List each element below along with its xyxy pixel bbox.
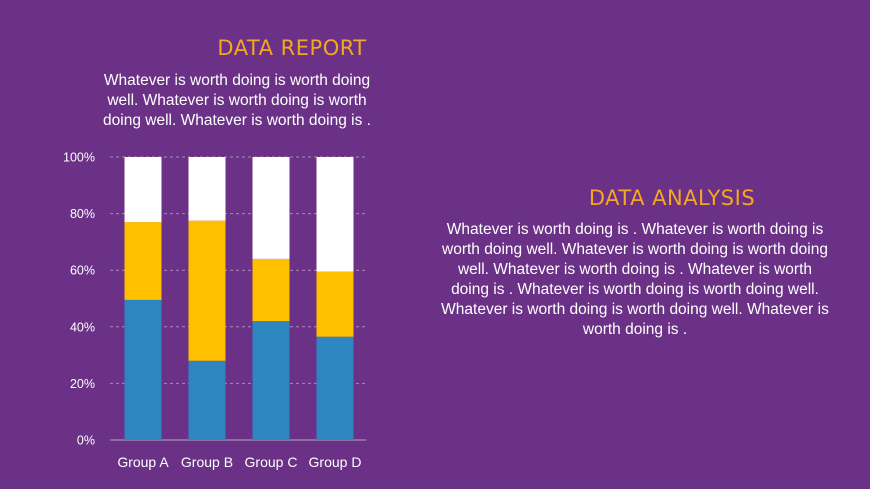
y-tick-label: 40% (70, 320, 95, 334)
y-tick-labels: 0% 20% 40% 60% 80% 100% (63, 151, 95, 448)
y-tick-label: 100% (63, 151, 95, 165)
bar-segment-group-a-series-1 (124, 222, 162, 300)
y-tick-label: 60% (70, 264, 95, 278)
analysis-title: DATA ANALYSIS (588, 186, 756, 210)
bar-segment-group-b-series-0 (188, 360, 226, 440)
bar-segment-group-d-series-2 (316, 157, 354, 272)
x-tick-labels: Group A Group B Group C Group D (117, 454, 361, 470)
bar-segment-group-c-series-1 (252, 258, 290, 322)
bar-segment-group-a-series-0 (124, 299, 162, 440)
x-tick-label: Group C (245, 454, 298, 470)
y-tick-label: 0% (77, 434, 95, 448)
bar-segment-group-c-series-0 (252, 321, 290, 440)
bar-segment-group-c-series-2 (252, 157, 290, 259)
bar-segment-group-b-series-1 (188, 220, 226, 361)
x-tick-label: Group A (117, 454, 169, 470)
bar-segment-group-b-series-2 (188, 157, 226, 221)
report-title: DATA REPORT (217, 36, 367, 60)
report-text: Whatever is worth doing is worth doing w… (103, 72, 371, 129)
bars (124, 157, 354, 440)
analysis-text: Whatever is worth doing is . Whatever is… (441, 221, 829, 338)
y-tick-label: 80% (70, 207, 95, 221)
stacked-bar-chart: 0% 20% 40% 60% 80% 100% Group A Group B Group C… (63, 151, 366, 470)
bar-segment-group-a-series-2 (124, 157, 162, 223)
x-tick-label: Group B (181, 454, 233, 470)
bar-segment-group-d-series-0 (316, 336, 354, 440)
x-tick-label: Group D (309, 454, 362, 470)
y-tick-label: 20% (70, 377, 95, 391)
bar-segment-group-d-series-1 (316, 271, 354, 337)
